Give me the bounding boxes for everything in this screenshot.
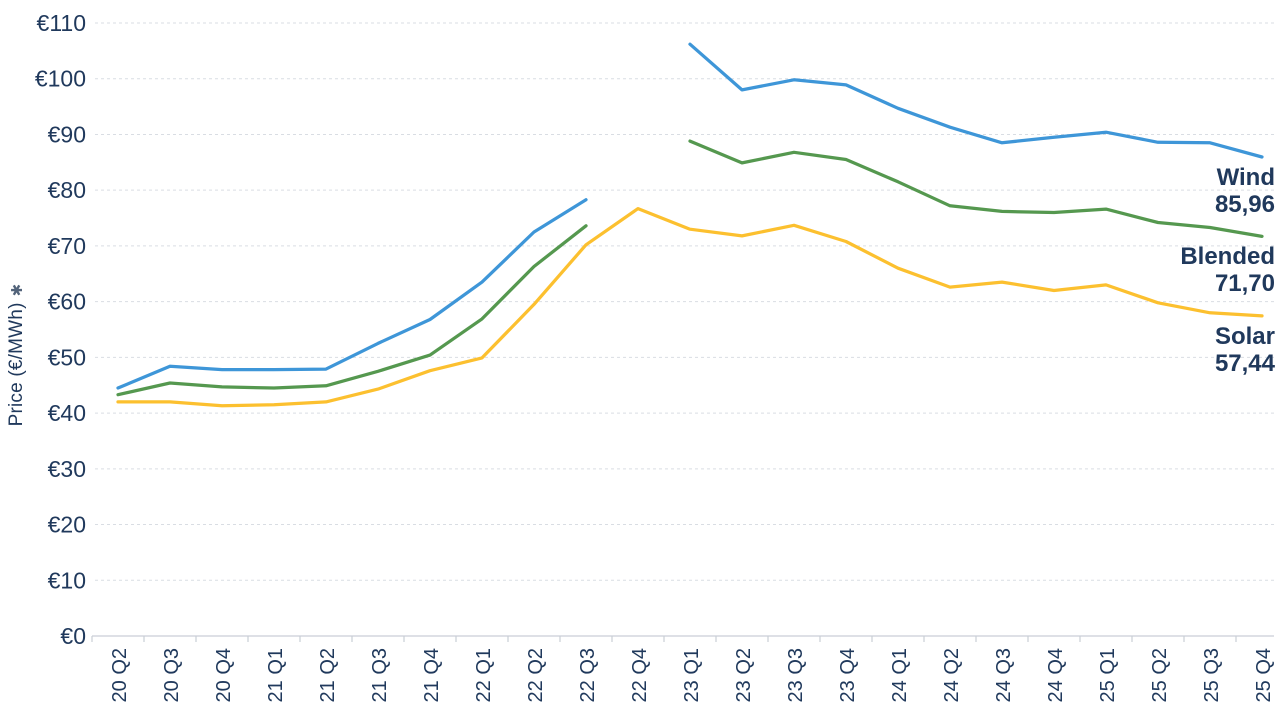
series-name: Blended (1180, 243, 1275, 271)
x-tick-label: 23 Q2 (733, 648, 755, 702)
x-tick-label: 24 Q4 (1045, 648, 1067, 702)
x-tick-label: 23 Q4 (837, 648, 859, 702)
x-tick-label: 20 Q3 (161, 648, 183, 702)
x-tick-label: 25 Q2 (1149, 648, 1171, 702)
blended-series-label: Blended 71,70 (1180, 243, 1275, 297)
x-tick-label: 20 Q2 (109, 648, 131, 702)
solar-series-label: Solar 57,44 (1215, 323, 1275, 377)
x-tick-label: 25 Q1 (1097, 648, 1119, 702)
y-tick-label: €0 (60, 623, 86, 649)
x-tick-label: 22 Q2 (525, 648, 547, 702)
y-tick-label: €80 (48, 177, 86, 203)
x-tick-label: 22 Q3 (577, 648, 599, 702)
x-tick-label: 22 Q4 (629, 648, 651, 702)
series-name: Wind (1216, 163, 1275, 191)
wind-line (116, 42, 1264, 390)
x-tick-label: 20 Q4 (213, 648, 235, 702)
x-tick-label: 22 Q1 (473, 648, 495, 702)
series-value: 71,70 (1214, 270, 1275, 298)
y-tick-label: €10 (48, 567, 86, 593)
solar-line (116, 206, 1264, 408)
series-name: Solar (1214, 322, 1275, 350)
x-tick-label: 21 Q3 (369, 648, 391, 702)
y-tick-label: €40 (48, 400, 86, 426)
blended-line (116, 139, 1264, 397)
y-tick-label: €100 (35, 66, 86, 92)
x-tick-label: 24 Q3 (993, 648, 1015, 702)
series-value: 57,44 (1214, 349, 1275, 377)
series-value: 85,96 (1214, 190, 1275, 218)
y-axis-title-text: Price (€/MWh) (6, 302, 27, 427)
footnote-star-icon: ✱ (9, 283, 26, 297)
x-tick-label: 23 Q1 (681, 648, 703, 702)
y-tick-label: €70 (48, 233, 86, 259)
y-tick-label: €60 (48, 289, 86, 315)
x-tick-label: 24 Q1 (889, 648, 911, 702)
y-axis-title: Price (€/MWh) ✱ (6, 284, 28, 427)
x-tick-label: 21 Q1 (265, 648, 287, 702)
y-tick-label: €90 (48, 121, 86, 147)
x-tick-label: 21 Q4 (421, 648, 443, 702)
y-tick-label: €110 (37, 10, 86, 36)
x-tick-label: 23 Q3 (785, 648, 807, 702)
y-tick-label: €50 (48, 344, 86, 370)
x-tick-label: 21 Q2 (317, 648, 339, 702)
x-tick-label: 25 Q4 (1253, 648, 1275, 702)
x-tick-label: 25 Q3 (1201, 648, 1223, 702)
y-tick-label: €20 (48, 512, 86, 538)
x-tick-label: 24 Q2 (941, 648, 963, 702)
y-tick-label: €30 (48, 456, 86, 482)
wind-series-label: Wind 85,96 (1215, 164, 1275, 218)
